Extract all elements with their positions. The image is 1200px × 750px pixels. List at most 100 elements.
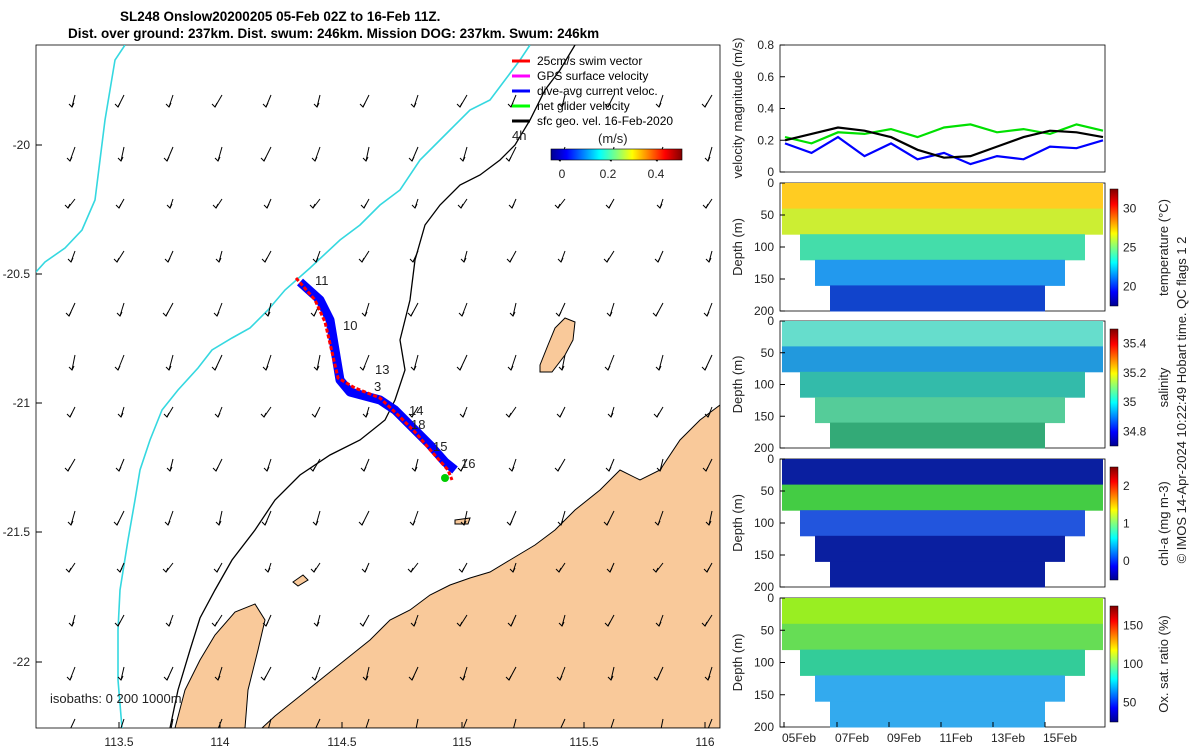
current-arrow-head (360, 203, 367, 209)
current-arrow-head (264, 567, 271, 573)
current-arrow-head (507, 365, 514, 371)
section-band (815, 535, 1065, 562)
depth-ytick: 0 (767, 591, 774, 605)
date-tick: 09Feb (887, 731, 921, 745)
colorbar-label: salinity (1156, 367, 1171, 407)
current-arrow-head (65, 730, 70, 734)
current-arrow-head (211, 102, 218, 108)
current-arrow-head (703, 567, 710, 573)
current-arrow-head (554, 466, 561, 472)
current-arrow-head (214, 412, 221, 418)
velocity-ylabel: velocity magnitude (m/s) (730, 38, 745, 179)
current-arrow-head (605, 466, 612, 472)
day-label: 3 (374, 379, 381, 394)
current-arrow-head (359, 102, 366, 108)
current-arrow-head (164, 520, 171, 526)
current-arrow-head (408, 412, 415, 418)
current-arrow (315, 718, 321, 728)
current-arrow-head (166, 203, 173, 209)
colorbar-tick: 20 (1123, 280, 1137, 294)
section-colorbar (1109, 328, 1119, 447)
legend-entry: sfc geo. vel. 16-Feb-2020 (537, 114, 673, 128)
current-arrow-head (165, 621, 172, 627)
section-band (800, 371, 1085, 398)
current-arrow-head (655, 621, 662, 627)
current-arrow-head (264, 730, 269, 734)
colorbar-tick: 34.8 (1123, 424, 1147, 438)
current-arrow-head (557, 257, 564, 263)
current-arrow-head (264, 311, 271, 317)
current-arrow-head (407, 311, 414, 317)
current-arrow-head (214, 156, 221, 162)
current-arrow-head (65, 311, 72, 317)
day-label: 18 (411, 417, 425, 432)
current-arrow-head (408, 675, 415, 681)
date-axis: 05Feb 07Feb 09Feb 11Feb 13Feb 15Feb (782, 722, 1077, 745)
current-arrow-head (607, 675, 614, 681)
depth-ytick: 200 (754, 304, 774, 318)
current-arrow-head (311, 675, 318, 681)
legend-entry: net glider velocity (537, 99, 630, 113)
current-arrow (120, 146, 125, 162)
current-arrow (415, 718, 419, 728)
current-arrow-head (507, 621, 514, 627)
section-band (800, 649, 1085, 676)
section-band (815, 675, 1065, 702)
current-arrow-head (166, 466, 173, 472)
current-arrow-head (64, 203, 71, 209)
colorbar-tick: 0 (559, 167, 566, 181)
section-band (782, 321, 1103, 347)
section-panel: 0 50 100 150 200 Depth (m) 50 100 150 Ox. sat. ra… (730, 591, 1171, 734)
current-arrow (610, 666, 615, 681)
current-arrow-head (704, 675, 711, 681)
current-arrow-head (558, 621, 565, 627)
section-band (782, 346, 1103, 373)
depth-ytick: 100 (754, 240, 774, 254)
current-arrow-head (115, 203, 122, 209)
current-arrow-head (162, 311, 169, 317)
day-label: 11 (315, 273, 329, 288)
current-arrow-head (555, 567, 562, 573)
current-arrow (70, 718, 76, 728)
current-arrow-head (408, 156, 415, 162)
current-arrow-head (261, 520, 268, 526)
current-arrow (120, 666, 125, 681)
current-arrow-head (652, 311, 659, 317)
coastline-peninsula (174, 603, 266, 728)
current-arrow-head (506, 257, 513, 263)
current-arrow-head (653, 675, 660, 681)
current-arrow-head (117, 156, 124, 162)
figure-title-line2: Dist. over ground: 237km. Dist. swum: 24… (68, 26, 600, 41)
current-arrow-head (604, 365, 611, 371)
current-arrow-head (359, 365, 366, 371)
current-arrow-head (555, 730, 560, 734)
section-band (782, 208, 1103, 235)
depth-ytick: 50 (761, 346, 775, 360)
colorbar-tick: 0.4 (648, 167, 665, 181)
current-arrow-head (358, 257, 365, 263)
day-label: 15 (433, 439, 447, 454)
current-arrow-head (212, 466, 219, 472)
current-arrow-head (701, 102, 708, 108)
current-arrow-head (361, 730, 366, 734)
current-arrow-head (164, 257, 171, 263)
current-arrow-head (409, 257, 416, 263)
current-arrow-head (705, 257, 712, 263)
current-arrow-head (67, 520, 74, 526)
section-band (830, 285, 1045, 312)
colorbar-tick: 1 (1123, 517, 1130, 531)
colorbar-tick: 25 (1123, 241, 1137, 255)
current-arrow (365, 146, 370, 162)
current-arrow-head (505, 675, 512, 681)
map-ytick: -21.5 (3, 525, 31, 539)
legend-entry: GPS surface velocity (537, 69, 648, 83)
current-arrow-head (163, 412, 170, 418)
current-arrow-head (407, 567, 414, 573)
current-arrow-head (162, 567, 169, 573)
current-arrow-head (606, 311, 613, 317)
current-arrow-head (654, 257, 661, 263)
current-arrow-head (508, 466, 515, 472)
date-tick: 05Feb (782, 731, 816, 745)
